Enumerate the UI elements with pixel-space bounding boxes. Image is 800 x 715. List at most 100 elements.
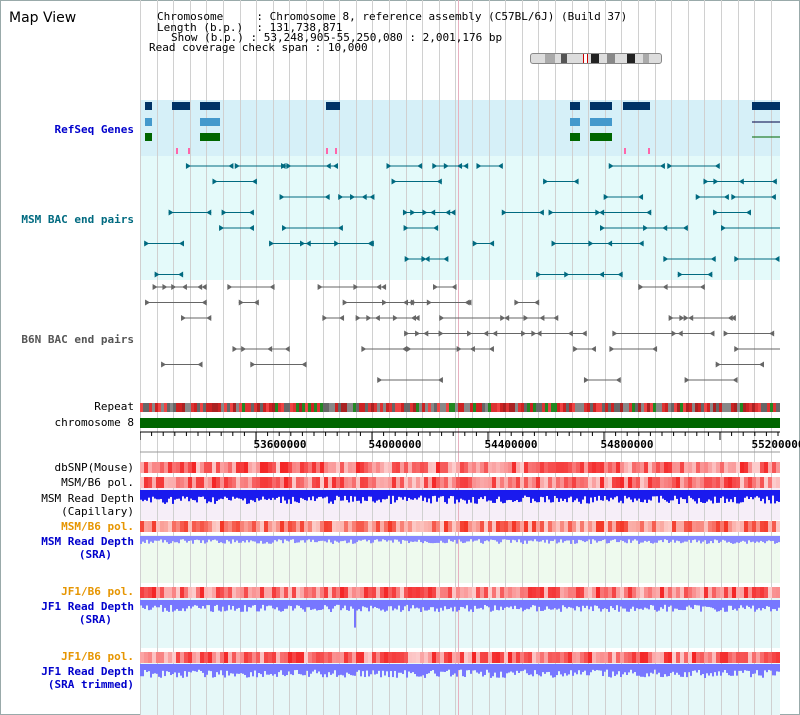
heat-cell	[176, 477, 180, 488]
depth-bar	[376, 664, 378, 674]
repeat-segment	[614, 403, 617, 412]
depth-bar	[372, 536, 374, 543]
depth-bar	[620, 664, 622, 678]
gene-feature	[145, 118, 152, 126]
depth-bar	[530, 490, 532, 503]
depth-bar	[226, 490, 228, 498]
repeat-segment	[242, 403, 245, 412]
depth-bar	[420, 600, 422, 612]
depth-bar	[156, 600, 158, 608]
depth-bar	[152, 536, 154, 543]
depth-bar	[768, 664, 770, 670]
heat-cell	[592, 587, 596, 598]
heat-cell	[700, 521, 704, 532]
track-label-jf1-depth-sra[interactable]: JF1 Read Depth	[41, 600, 134, 613]
heat-cell	[616, 462, 620, 473]
depth-bar	[684, 664, 686, 673]
depth-bar	[560, 490, 562, 499]
depth-bar	[566, 490, 568, 503]
track-label-msm-b6-pol-2[interactable]: MSM/B6 pol.	[61, 520, 134, 533]
bac-end-marker	[168, 209, 174, 216]
depth-bar	[618, 664, 620, 672]
heat-cell	[296, 462, 300, 473]
heat-cell	[452, 477, 456, 488]
depth-bar	[570, 490, 572, 497]
heat-cell	[752, 521, 756, 532]
depth-bar	[224, 536, 226, 544]
heat-cell	[364, 477, 368, 488]
heat-cell	[772, 477, 776, 488]
heat-cell	[680, 477, 684, 488]
depth-bar	[524, 536, 526, 541]
heat-cell	[316, 587, 320, 598]
depth-bar	[534, 600, 536, 606]
depth-bar	[374, 536, 376, 540]
depth-bar	[264, 536, 266, 544]
heat-cell	[364, 521, 368, 532]
heat-cell	[428, 477, 432, 488]
repeat-segment	[698, 403, 701, 412]
track-label-jf1-depth-trim[interactable]: JF1 Read Depth	[41, 665, 134, 678]
depth-bar	[342, 490, 344, 501]
depth-bar	[502, 664, 504, 678]
depth-bar	[584, 600, 586, 608]
depth-bar	[706, 536, 708, 544]
track-label-msm-depth-sra[interactable]: MSM Read Depth	[41, 535, 134, 548]
heat-cell	[356, 652, 360, 663]
depth-bar	[696, 536, 698, 543]
depth-bar	[656, 664, 658, 675]
heat-cell	[172, 462, 176, 473]
depth-bar	[284, 490, 286, 501]
depth-bar	[674, 600, 676, 609]
heat-cell	[560, 462, 564, 473]
track-label-repeat[interactable]: Repeat	[94, 400, 134, 413]
bac-end-marker	[355, 315, 361, 321]
track-label-msm-b6-pol-1[interactable]: MSM/B6 pol.	[61, 476, 134, 489]
repeat-segment	[656, 403, 659, 412]
heat-cell	[664, 462, 668, 473]
repeat-segment	[149, 403, 152, 412]
bac-end-marker	[599, 271, 605, 278]
heat-cell	[172, 477, 176, 488]
bac-end-marker	[438, 330, 444, 337]
depth-bar	[456, 536, 458, 544]
depth-bar	[178, 536, 180, 544]
depth-bar	[148, 490, 150, 498]
depth-bar	[738, 600, 740, 609]
heat-cell	[496, 587, 500, 598]
depth-bar	[318, 536, 320, 542]
depth-bar	[696, 490, 698, 504]
heat-cell	[324, 477, 328, 488]
heat-cell	[264, 462, 268, 473]
depth-bar	[664, 600, 666, 605]
heat-cell	[336, 477, 340, 488]
track-label-msm-bac[interactable]: MSM BAC end pairs	[21, 213, 134, 226]
heat-cell	[488, 462, 492, 473]
heat-cell	[232, 652, 236, 663]
track-label-refseq[interactable]: RefSeq Genes	[54, 123, 134, 136]
depth-bar	[592, 536, 594, 540]
depth-bar	[460, 536, 462, 542]
depth-bar	[178, 490, 180, 499]
depth-bar	[472, 600, 474, 612]
depth-bar	[536, 536, 538, 542]
track-label-dbsnp[interactable]: dbSNP(Mouse)	[54, 461, 134, 474]
track-label-msm-depth-cap[interactable]: MSM Read Depth	[41, 492, 134, 505]
track-label-b6n-bac[interactable]: B6N BAC end pairs	[21, 333, 134, 346]
depth-bar	[508, 490, 510, 500]
heat-cell	[656, 652, 660, 663]
depth-bar	[400, 664, 402, 673]
heat-cell	[496, 652, 500, 663]
depth-bar	[280, 664, 282, 671]
depth-bar	[728, 536, 730, 542]
track-label-jf1-b6-pol-1[interactable]: JF1/B6 pol.	[61, 585, 134, 598]
repeat-segment	[638, 403, 641, 412]
depth-bar	[172, 490, 174, 504]
bac-end-marker	[603, 194, 609, 200]
depth-bar	[218, 536, 220, 544]
chromosome-ideogram[interactable]	[530, 53, 662, 64]
track-label-jf1-b6-pol-2[interactable]: JF1/B6 pol.	[61, 650, 134, 663]
genome-tracks[interactable]	[140, 0, 780, 715]
heat-cell	[308, 587, 312, 598]
depth-bar	[744, 490, 746, 498]
